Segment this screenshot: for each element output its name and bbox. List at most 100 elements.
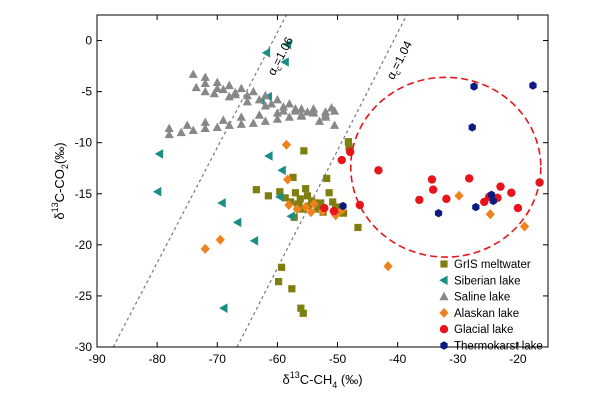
data-point xyxy=(296,104,307,113)
data-point xyxy=(325,189,333,197)
axes: -90 -80 -70 -60 -50 -40 -30 -20 0 -5 -10 -15 -20 -25 -… xyxy=(50,15,548,390)
data-point xyxy=(434,208,443,218)
data-point xyxy=(280,57,289,67)
x-tick-label: -80 xyxy=(148,352,166,366)
data-point xyxy=(276,188,284,196)
legend-label: Saline lake xyxy=(454,292,510,304)
data-point xyxy=(232,217,242,228)
y-tick-label: 0 xyxy=(85,34,92,48)
data-point xyxy=(200,117,210,126)
data-point xyxy=(454,190,464,201)
data-point xyxy=(428,185,438,194)
data-point xyxy=(309,198,319,209)
legend-label: GrIS meltwater xyxy=(454,259,531,271)
data-point xyxy=(288,285,296,293)
data-point xyxy=(219,303,228,313)
x-tick-label: -90 xyxy=(88,352,106,366)
square-marker xyxy=(440,260,448,268)
x-tick-label: -60 xyxy=(269,352,287,366)
data-point xyxy=(217,198,226,208)
x-tick-label: -30 xyxy=(449,352,467,366)
plot-frame xyxy=(96,14,549,348)
diamond-marker xyxy=(439,307,449,318)
data-point xyxy=(260,90,270,100)
legend-item: Siberian lake xyxy=(439,275,520,287)
data-point xyxy=(248,86,258,96)
data-point xyxy=(200,72,210,81)
data-point xyxy=(507,188,516,197)
triangle-marker xyxy=(439,291,449,301)
data-point xyxy=(200,243,210,254)
data-point xyxy=(415,195,424,205)
data-point xyxy=(519,221,530,232)
data-point xyxy=(188,69,198,78)
data-point xyxy=(248,118,258,127)
data-point xyxy=(289,173,297,182)
y-axis-label: δ13C-CO2(‰) xyxy=(50,142,70,219)
data-point xyxy=(284,200,294,211)
data-point xyxy=(272,114,282,123)
data-point xyxy=(291,189,300,197)
data-point xyxy=(472,202,480,212)
data-point xyxy=(485,209,495,220)
data-point xyxy=(191,82,201,92)
legend-item: Glacial lake xyxy=(439,324,513,336)
data-point xyxy=(355,200,364,210)
data-point xyxy=(320,112,331,121)
data-point xyxy=(296,195,304,203)
y-tick-label: -25 xyxy=(75,289,93,303)
data-point xyxy=(329,198,337,206)
data-point xyxy=(283,174,293,185)
data-point xyxy=(254,94,264,104)
data-point xyxy=(236,119,246,128)
fractionation-line xyxy=(236,15,408,347)
data-point xyxy=(383,261,393,272)
x-tick-label: -50 xyxy=(329,352,347,366)
data-point xyxy=(427,175,437,184)
data-point xyxy=(308,107,319,116)
data-point xyxy=(252,186,260,194)
fractionation-line-label: αc=1.04 xyxy=(384,38,417,82)
y-tick-label: -15 xyxy=(75,187,93,201)
data-point xyxy=(200,123,210,132)
data-point xyxy=(152,186,162,197)
left-triangle-marker xyxy=(439,275,448,286)
data-point xyxy=(306,207,316,218)
data-point xyxy=(212,77,222,87)
data-point xyxy=(344,138,352,146)
data-point xyxy=(215,234,225,245)
data-point xyxy=(489,196,497,206)
data-point xyxy=(320,203,329,213)
y-tick-label: -10 xyxy=(75,136,93,150)
data-point xyxy=(287,198,295,206)
legend-label: Glacial lake xyxy=(454,324,513,336)
data-point xyxy=(264,151,273,161)
data-point xyxy=(296,111,307,120)
data-point xyxy=(218,115,228,124)
legend-item: Saline lake xyxy=(439,292,510,304)
legend-item: Thermokarst lake xyxy=(440,341,543,353)
data-point xyxy=(331,210,341,221)
data-point xyxy=(266,99,276,108)
y-tick-label: -30 xyxy=(75,340,93,354)
highlight-ellipse xyxy=(349,76,542,258)
legend-label: Thermokarst lake xyxy=(454,341,543,353)
data-point xyxy=(242,90,252,100)
data-point xyxy=(329,206,339,216)
data-point xyxy=(249,235,259,246)
series-siberian-lake xyxy=(152,39,295,313)
data-point xyxy=(154,149,164,159)
data-point xyxy=(182,120,192,129)
series-gris-meltwater xyxy=(252,138,362,317)
data-point xyxy=(242,97,252,106)
legend-item: GrIS meltwater xyxy=(440,259,531,271)
data-point xyxy=(164,129,174,139)
data-point xyxy=(260,116,270,125)
y-tick-label: -5 xyxy=(81,85,92,99)
data-point xyxy=(513,203,523,213)
data-point xyxy=(303,192,312,200)
data-point xyxy=(345,143,353,151)
data-points xyxy=(152,39,544,317)
data-point xyxy=(529,81,537,90)
data-point xyxy=(275,278,283,286)
